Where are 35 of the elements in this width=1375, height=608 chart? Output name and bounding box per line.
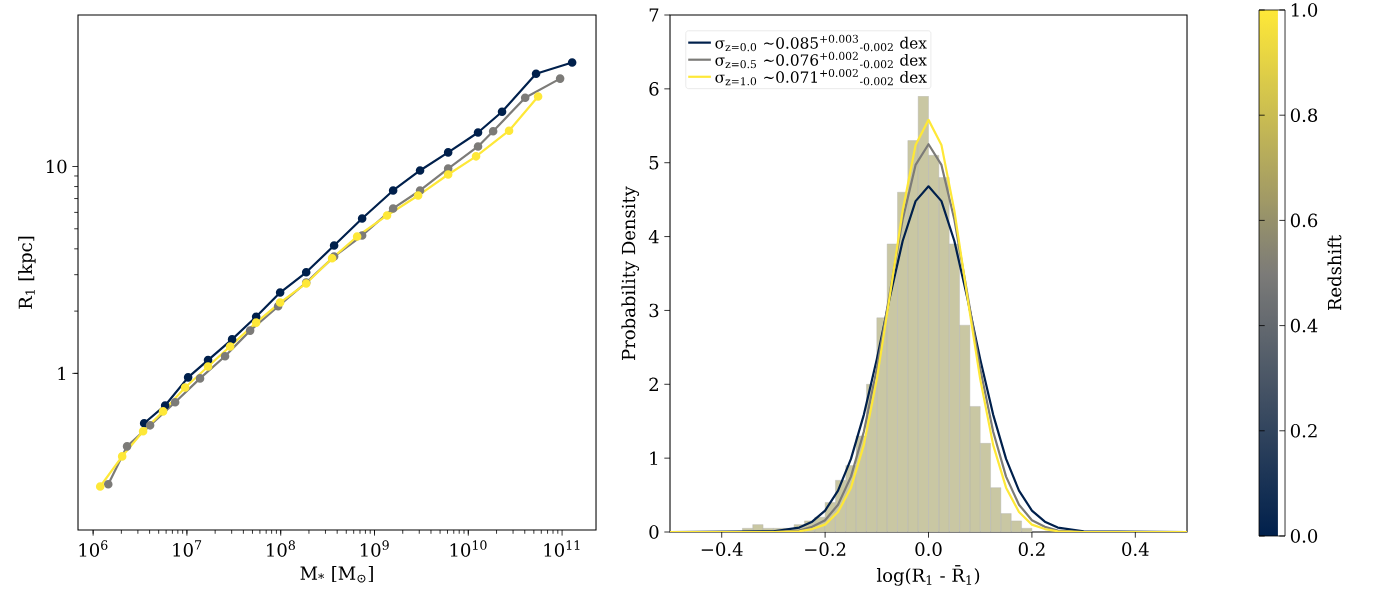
color-bar-title: Redshift [1327, 235, 1342, 311]
x-tick-label: 10$^{8}$ [267, 540, 295, 557]
x-tick-label: 10$^{11}$ [544, 540, 580, 557]
x-tick-label: 0.0 [915, 542, 942, 556]
x-tick-label: 0.2 [1018, 542, 1045, 556]
y-tick-label: 1 [58, 366, 66, 381]
y-tick-label: 6 [649, 82, 659, 96]
y-tick-label: 4 [648, 229, 659, 244]
color-bar-label: 0.0 [1290, 529, 1318, 543]
y-tick-label: 1 [650, 451, 658, 465]
x-axis-title: M$_{*}$ [M$_{⊙}$] [300, 566, 373, 583]
y-tick-label: 10 [46, 159, 67, 174]
color-bar-label: 0.4 [1290, 318, 1318, 333]
y-tick-label: 2 [649, 377, 658, 391]
y-tick-label: 3 [649, 303, 659, 318]
x-tick-label: 10$^{9}$ [360, 540, 389, 557]
y-tick-label: 0 [649, 525, 659, 539]
color-bar-label: 0.2 [1290, 424, 1317, 438]
x-tick-label: −0.4 [701, 542, 743, 556]
legend-label: σ$_{z=1.0}$ ~0.071$^{+0.002}$$_{-0.002}$ dex [715, 68, 927, 86]
color-bar-label: 1.0 [1291, 3, 1318, 17]
color-bar-label: 0.6 [1290, 213, 1318, 228]
y-tick-label: 5 [649, 156, 659, 170]
y-tick-label: 7 [649, 8, 659, 22]
y-axis-title: R$_{1}$ [kpc] [18, 236, 36, 309]
legend-label: σ$_{z=0.0}$ ~0.085$^{+0.003}$$_{-0.002}$ dex [715, 34, 927, 52]
x-tick-label: 10$^{10}$ [450, 540, 487, 557]
x-tick-label: −0.2 [805, 542, 846, 556]
x-tick-label: 0.4 [1122, 542, 1149, 556]
x-axis-title: log(R$_{1}$ - R̄$_{1}$) [876, 565, 980, 586]
x-tick-label: 10$^{6}$ [79, 540, 108, 557]
color-bar-label: 0.8 [1290, 108, 1318, 122]
x-tick-label: 10$^{7}$ [173, 540, 202, 557]
legend-label: σ$_{z=0.5}$ ~0.076$^{+0.002}$$_{-0.002}$ dex [715, 51, 927, 69]
y-axis-title: Probability Density [621, 186, 640, 360]
